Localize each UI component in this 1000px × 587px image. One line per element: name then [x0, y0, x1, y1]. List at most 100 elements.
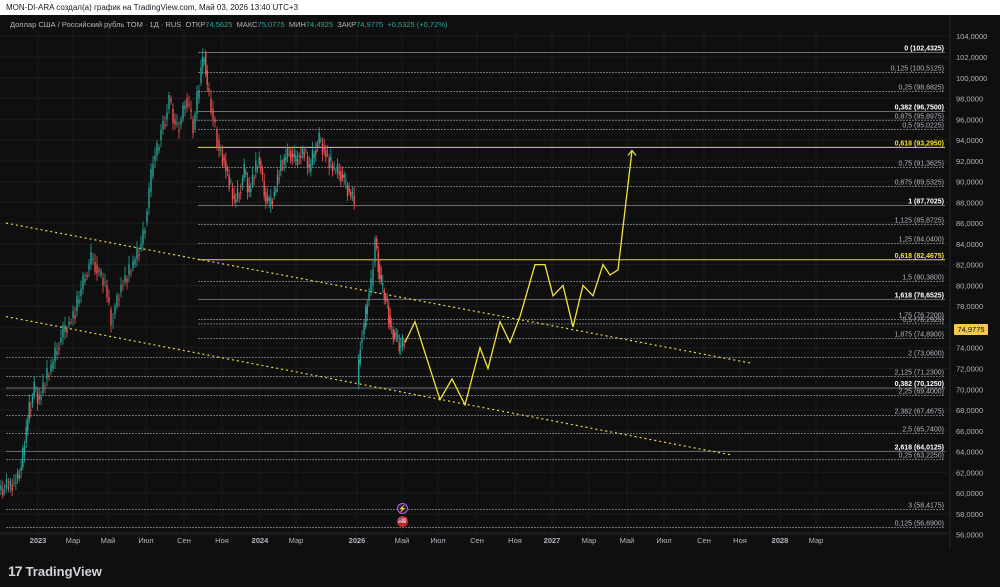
- us-flag-event-icon[interactable]: 🇺🇸: [397, 516, 408, 527]
- candle-2026: [365, 306, 367, 327]
- tradingview-logo[interactable]: 17 TradingView: [8, 563, 102, 579]
- candle: [96, 264, 98, 274]
- x-tick-label: Июл: [656, 536, 671, 545]
- candle-2026: [382, 283, 384, 286]
- candle: [35, 389, 37, 390]
- candle: [170, 98, 172, 102]
- symbol-title: Доллар США / Российский рубль TOM · 1Д ·…: [10, 20, 182, 29]
- candle: [44, 385, 46, 387]
- fib-level-label: 0,875 (95,8975): [895, 113, 944, 120]
- candle: [338, 171, 340, 175]
- candle: [52, 361, 54, 369]
- candle: [223, 157, 225, 161]
- candle: [225, 160, 227, 172]
- candle: [278, 178, 280, 179]
- candle-2026: [386, 298, 388, 301]
- fib-level-label: 1,5 (80,3800): [902, 274, 944, 281]
- candle: [62, 324, 64, 338]
- candle: [300, 155, 302, 158]
- candle: [280, 160, 282, 172]
- candle: [168, 94, 170, 109]
- candle: [256, 167, 259, 169]
- candle: [90, 252, 92, 265]
- candle: [346, 185, 349, 196]
- candle: [72, 311, 74, 319]
- candle: [336, 163, 339, 172]
- candle: [238, 195, 240, 197]
- candle: [276, 174, 279, 186]
- fib-level-label: 0,875 (89,5325): [895, 179, 944, 186]
- candle: [152, 164, 154, 177]
- forecast-path-line: [404, 150, 633, 407]
- candle: [226, 167, 229, 172]
- x-tick-label: Мар: [582, 536, 597, 545]
- y-tick-label: 104,0000: [956, 32, 987, 41]
- candle: [182, 105, 184, 120]
- candle-2026: [391, 325, 393, 327]
- candle: [84, 278, 86, 282]
- candle-2026: [374, 238, 376, 263]
- low-label: МИН: [288, 20, 306, 29]
- fib-level-label: 2,25 (69,4000): [898, 388, 944, 395]
- candle: [250, 188, 252, 192]
- candle: [2, 489, 4, 496]
- x-tick-label: 2024: [252, 536, 270, 545]
- close-value: 74,9775: [356, 20, 384, 29]
- candle: [253, 178, 255, 179]
- fib-level-label: 0,125 (56,6900): [895, 520, 944, 527]
- candle: [126, 278, 128, 283]
- candle: [108, 297, 110, 303]
- y-tick-label: 98,0000: [956, 95, 983, 104]
- candle: [235, 198, 237, 203]
- forecast-arrow-head: [627, 149, 637, 156]
- candle-2026: [380, 275, 382, 282]
- y-tick-label: 88,0000: [956, 198, 983, 207]
- candle: [248, 185, 250, 192]
- candle: [16, 471, 19, 479]
- candle: [241, 178, 244, 186]
- candle-2026: [395, 333, 397, 335]
- y-tick-label: 70,0000: [956, 385, 983, 394]
- candle: [340, 171, 342, 182]
- candle: [190, 108, 192, 113]
- candle: [60, 337, 62, 343]
- candle: [341, 174, 344, 179]
- candle: [70, 321, 72, 323]
- x-tick-label: Мар: [289, 536, 304, 545]
- x-tick-label: Мар: [809, 536, 824, 545]
- x-tick-label: Сен: [470, 536, 484, 545]
- candle: [268, 198, 270, 201]
- fib-level-label: 0,25 (98,6825): [898, 84, 944, 91]
- candle: [315, 150, 317, 155]
- candle: [140, 243, 142, 250]
- candle: [350, 191, 352, 198]
- fib-level-label: 1,25 (84,0400): [898, 236, 944, 243]
- lightning-event-icon[interactable]: ⚡: [397, 503, 408, 514]
- candle: [216, 129, 218, 148]
- candle: [296, 159, 299, 165]
- candle: [210, 98, 212, 113]
- candle-2026: [400, 345, 402, 348]
- y-tick-label: 86,0000: [956, 219, 983, 228]
- candle: [184, 105, 186, 109]
- candle: [116, 295, 118, 307]
- candle: [106, 285, 108, 298]
- candle: [178, 129, 180, 132]
- candle: [271, 200, 274, 204]
- candle: [240, 191, 242, 193]
- candle: [54, 347, 56, 362]
- candle: [303, 152, 305, 158]
- candle: [148, 188, 150, 208]
- candle: [180, 119, 182, 125]
- candle-2026: [377, 251, 379, 272]
- candle: [98, 269, 100, 272]
- candle: [11, 484, 13, 491]
- candle: [120, 285, 122, 293]
- candle: [331, 164, 334, 172]
- candle: [313, 154, 315, 158]
- candle: [56, 351, 58, 355]
- price-chart[interactable]: 104,0000 102,0000 100,0000 98,0000 96,0000 94…: [0, 15, 1000, 556]
- candle: [265, 191, 267, 204]
- fib-level-label: 2,618 (64,0125): [895, 444, 944, 451]
- y-tick-label: 60,0000: [956, 489, 983, 498]
